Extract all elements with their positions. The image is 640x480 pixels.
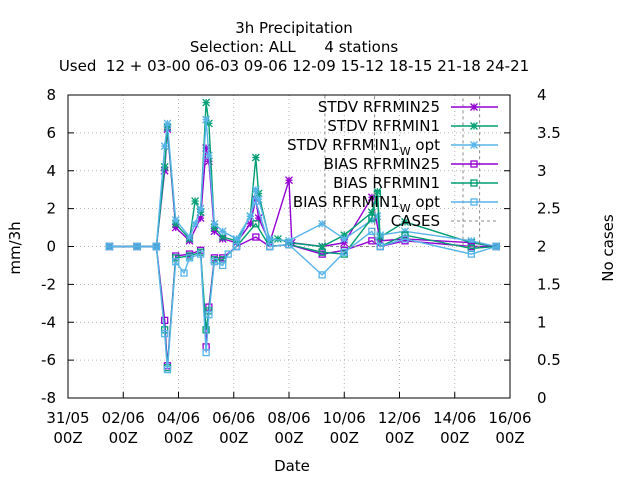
x-tick-label-date: 10/06 — [323, 409, 366, 427]
data-point — [161, 143, 168, 150]
legend-label: STDV RFRMIN25 — [318, 98, 440, 116]
y2-tick-label: 3.5 — [537, 124, 561, 142]
data-point — [203, 116, 210, 123]
y2-axis-label: No cases — [599, 214, 617, 282]
legend-marker — [471, 104, 478, 111]
x-tick-label-date: 16/06 — [488, 409, 531, 427]
y2-tick-label: 0 — [537, 389, 547, 407]
y-tick-label: -2 — [41, 275, 56, 293]
x-tick-label-hour: 00Z — [495, 429, 524, 447]
data-point — [186, 234, 193, 241]
y-tick-label: -8 — [41, 389, 56, 407]
x-tick-label-hour: 00Z — [219, 429, 248, 447]
x-tick-label-hour: 00Z — [440, 429, 469, 447]
y2-tick-label: 1.5 — [537, 275, 561, 293]
x-tick-label-hour: 00Z — [274, 429, 303, 447]
y2-tick-label: 3 — [537, 162, 547, 180]
series-5 — [106, 198, 499, 373]
x-tick-label-date: 14/06 — [433, 409, 476, 427]
x-tick-label-hour: 00Z — [330, 429, 359, 447]
legend-label: STDV RFRMIN1 — [327, 117, 440, 135]
y-tick-label: -4 — [41, 313, 56, 331]
y-tick-label: -6 — [41, 351, 56, 369]
data-point — [211, 220, 218, 227]
y2-tick-label: 1 — [537, 313, 547, 331]
x-tick-label-date: 12/06 — [378, 409, 421, 427]
x-axis: 31/05 00Z 02/06 00Z 04/06 00Z 06/06 00Z 08/06 00Z… — [46, 392, 531, 447]
y-tick-label: 2 — [46, 200, 56, 218]
data-point — [252, 186, 259, 193]
legend-label: BIAS RFRMIN25 — [324, 155, 440, 173]
x-tick-label-hour: 00Z — [385, 429, 414, 447]
data-point — [219, 228, 226, 235]
data-point — [172, 216, 179, 223]
data-point — [197, 205, 204, 212]
data-point — [205, 152, 212, 159]
y2-tick-label: 2.5 — [537, 200, 561, 218]
y-axis-left: -8 -6 -4 -2 0 2 4 6 8 — [41, 86, 74, 407]
data-point — [286, 177, 293, 184]
data-point — [192, 220, 199, 227]
y-tick-label: 0 — [46, 238, 56, 256]
legend-label: CASES — [391, 212, 440, 230]
x-tick-label-date: 04/06 — [157, 409, 200, 427]
y-axis-label: mm/3h — [6, 221, 24, 274]
x-axis-label: Date — [274, 457, 310, 475]
x-tick-label-date: 08/06 — [267, 409, 310, 427]
data-point — [164, 120, 171, 127]
data-point — [341, 235, 348, 242]
data-point — [252, 154, 259, 161]
y2-tick-label: 2 — [537, 238, 547, 256]
y-axis-right: 0 0.5 1 1.5 2 2.5 3 3.5 4 — [504, 86, 561, 407]
x-tick-label-hour: 00Z — [53, 429, 82, 447]
y-tick-label: 8 — [46, 86, 56, 104]
y-tick-label: 4 — [46, 162, 56, 180]
chart-subtitle-used: Used 12 + 03-00 06-03 09-06 12-09 15-12 … — [59, 57, 529, 75]
x-tick-label-hour: 00Z — [109, 429, 138, 447]
x-tick-label-date: 06/06 — [212, 409, 255, 427]
x-tick-label-date: 31/05 — [46, 409, 89, 427]
x-tick-label-hour: 00Z — [164, 429, 193, 447]
chart-subtitle: Selection: ALL 4 stations — [190, 38, 398, 56]
x-tick-label-date: 02/06 — [102, 409, 145, 427]
y2-tick-label: 4 — [537, 86, 547, 104]
data-point — [192, 198, 199, 205]
data-point — [203, 99, 210, 106]
legend-label: BIAS RFRMIN1 — [333, 174, 440, 192]
chart-title: 3h Precipitation — [235, 19, 353, 37]
y-tick-label: 6 — [46, 124, 56, 142]
legend-marker — [471, 142, 478, 149]
legend-marker — [471, 123, 478, 130]
y2-tick-label: 0.5 — [537, 351, 561, 369]
